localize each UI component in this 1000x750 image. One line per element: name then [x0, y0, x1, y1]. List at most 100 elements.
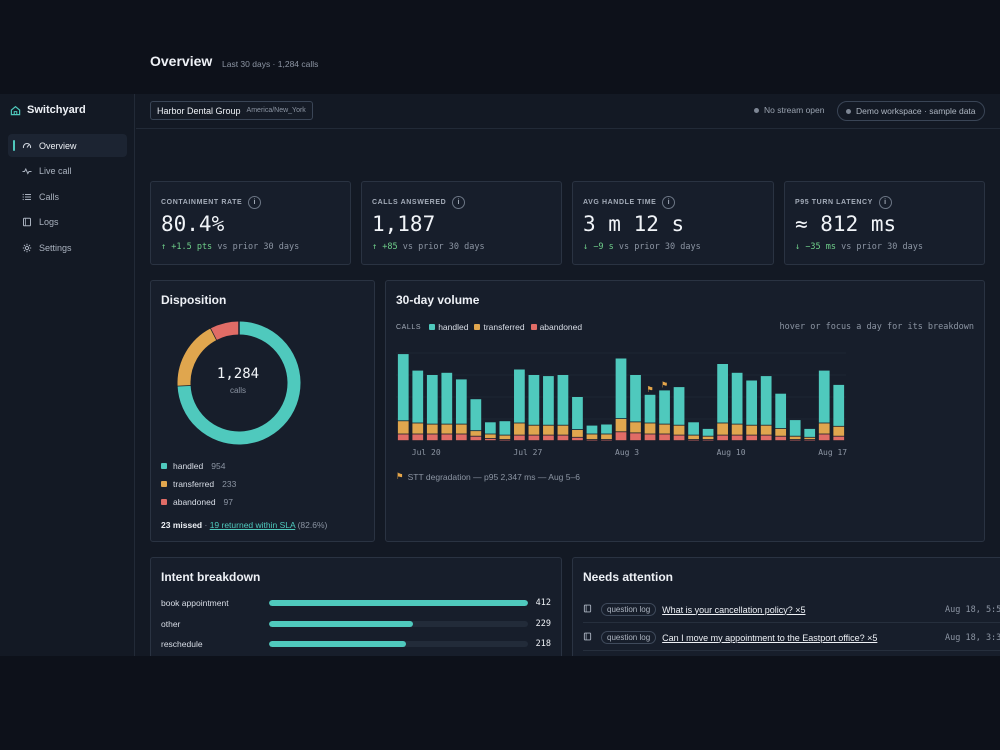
kpi-card-turn-latency: P95 TURN LATENCY i ≈ 812 ms ↓ −35 ms vs p…: [784, 181, 985, 265]
volume-card: 30-day volume CALLS handled transferred …: [385, 280, 985, 542]
bar-abandoned: [717, 435, 728, 441]
bar-group[interactable]: [543, 376, 554, 441]
bar-abandoned: [397, 434, 409, 441]
sidebar-item-overview[interactable]: Overview: [8, 134, 127, 157]
bar-group[interactable]: [775, 393, 787, 441]
org-selector[interactable]: Harbor Dental Group America/New_York: [150, 101, 313, 120]
attention-tag[interactable]: question log: [601, 603, 657, 616]
returned-pct: (82.6%): [295, 520, 328, 530]
bar-handled: [397, 354, 409, 421]
bar-transferred: [557, 425, 569, 435]
sidebar-item-live-call[interactable]: Live call: [8, 160, 127, 183]
info-icon[interactable]: i: [248, 196, 262, 209]
intent-card: Intent breakdown book appointment 412 ot…: [150, 557, 562, 656]
brand[interactable]: Switchyard: [10, 104, 86, 116]
info-icon[interactable]: i: [878, 196, 892, 209]
intent-value: 229: [535, 619, 551, 629]
legend-label: transferred: [483, 322, 525, 332]
workspace-label: Demo workspace · sample data: [856, 106, 976, 116]
volume-chart[interactable]: ⚑ ⚑ Jul 20 Jul 27 Aug 3 Aug 10 Aug 17: [394, 343, 864, 463]
kpi-label-row: CONTAINMENT RATE i: [161, 196, 262, 209]
info-icon[interactable]: i: [662, 196, 676, 209]
x-tick-label: Jul 27: [513, 448, 542, 457]
bar-group[interactable]: [586, 425, 598, 441]
bar-group[interactable]: [615, 358, 627, 441]
bar-group[interactable]: [630, 375, 641, 441]
volume-hint: hover or focus a day for its breakdown: [779, 322, 974, 332]
attention-link[interactable]: What is your cancellation policy? ×5: [662, 604, 806, 615]
bar-group[interactable]: [412, 370, 424, 441]
bar-group[interactable]: [702, 428, 714, 441]
bar-group[interactable]: [397, 354, 409, 441]
bar-group[interactable]: [731, 372, 743, 441]
sidebar-nav: Overview Live call Calls Logs Settings: [8, 134, 127, 262]
sidebar-item-calls[interactable]: Calls: [8, 185, 127, 208]
bar-transferred: [514, 423, 525, 435]
bar-handled: [557, 375, 569, 425]
bar-group[interactable]: [760, 376, 772, 441]
bar-group[interactable]: [717, 364, 728, 441]
card-title: 30-day volume: [396, 293, 480, 307]
legend-item-handled: handled 954: [161, 461, 225, 471]
bar-group[interactable]: [644, 394, 656, 441]
card-title: Needs attention: [583, 570, 674, 584]
kpi-value: 1,187: [372, 212, 436, 236]
bar-group[interactable]: [673, 387, 685, 441]
bar-group[interactable]: [557, 375, 569, 441]
missed-count: 23 missed: [161, 520, 203, 530]
bar-group[interactable]: [789, 420, 801, 441]
bar-group[interactable]: [601, 424, 612, 441]
bar-group[interactable]: [804, 428, 816, 441]
bar-group[interactable]: [441, 372, 453, 441]
legend-swatch: [474, 324, 481, 330]
volume-legend: CALLS handled transferred abandoned: [396, 322, 582, 332]
bar-abandoned: [499, 439, 511, 441]
missed-sep: ·: [202, 520, 210, 530]
kpi-delta: ↑ +85: [372, 242, 398, 252]
home-icon: [10, 105, 21, 115]
attention-item[interactable]: question log Can I move my appointment t…: [583, 625, 1000, 651]
attention-time: Aug 18, 3:3: [945, 632, 1000, 643]
bar-group[interactable]: [659, 390, 670, 441]
kpi-delta-suffix: vs prior 30 days: [217, 242, 300, 252]
bar-handled: [426, 375, 438, 424]
donut-slice-handled[interactable]: [177, 321, 301, 445]
info-icon[interactable]: i: [452, 196, 466, 209]
donut-total: 1,284: [216, 366, 260, 382]
bar-group[interactable]: [572, 397, 583, 441]
bar-group[interactable]: [746, 380, 758, 441]
bar-group[interactable]: [499, 421, 511, 441]
donut-center: 1,284 calls: [196, 366, 280, 395]
bar-group[interactable]: [818, 370, 830, 441]
bar-group[interactable]: [688, 422, 699, 441]
bar-abandoned: [688, 439, 699, 441]
returned-link[interactable]: 19 returned within SLA: [209, 520, 296, 530]
page-title: Overview: [150, 53, 213, 69]
intent-row[interactable]: other 229: [161, 617, 551, 631]
volume-note-text: STT degradation — p95 2,347 ms — Aug 5–6: [407, 471, 580, 482]
bar-group[interactable]: [426, 375, 438, 441]
bar-transferred: [601, 434, 612, 440]
bar-handled: [644, 394, 656, 423]
bar-handled: [789, 420, 801, 436]
donut-slice-transferred[interactable]: [177, 328, 218, 386]
sidebar-item-settings[interactable]: Settings: [8, 236, 127, 259]
bar-handled: [470, 399, 482, 431]
bar-group[interactable]: [470, 399, 482, 441]
bar-abandoned: [630, 433, 641, 441]
attention-tag[interactable]: question log: [601, 631, 657, 644]
intent-row[interactable]: book appointment 412: [161, 596, 551, 610]
bar-group[interactable]: [455, 379, 467, 441]
intent-row[interactable]: reschedule 218: [161, 637, 551, 651]
bar-group[interactable]: [484, 422, 496, 441]
bar-group[interactable]: [528, 375, 540, 441]
attention-link[interactable]: Can I move my appointment to the Eastpor…: [662, 632, 878, 643]
attention-item[interactable]: question log What is your cancellation p…: [583, 597, 1000, 623]
bar-group[interactable]: [833, 384, 845, 441]
workspace-badge[interactable]: Demo workspace · sample data: [837, 101, 985, 121]
sidebar-item-logs[interactable]: Logs: [8, 211, 127, 234]
bar-transferred: [673, 425, 685, 435]
legend-label: abandoned: [173, 497, 216, 507]
bar-group[interactable]: [514, 369, 525, 441]
donut-slice-abandoned[interactable]: [210, 321, 240, 340]
